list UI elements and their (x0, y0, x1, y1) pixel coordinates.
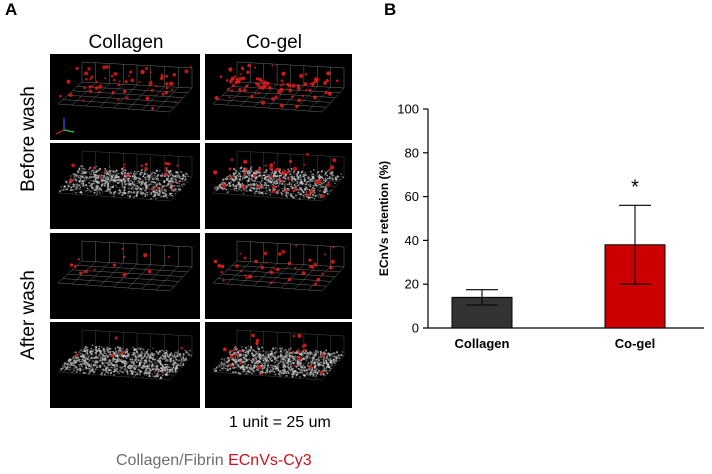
error-bar (466, 289, 498, 306)
retention-bar-chart: 0 20 40 60 80 100 ECnVs retention (%) Collagen C… (377, 102, 704, 351)
significance-asterisk: * (631, 176, 639, 198)
panel-b-label: B (384, 0, 397, 19)
image-collagen-before-wash-2 (50, 143, 200, 229)
error-bar (619, 204, 651, 285)
x-tick-label: Co-gel (615, 336, 655, 351)
image-cogel-after-wash-1 (205, 233, 352, 319)
image-cogel-after-wash-2 (205, 322, 352, 408)
image-cogel-before-wash-2 (205, 143, 352, 229)
row-label-after-wash: After wash (18, 270, 39, 360)
legend-collagen-fibrin: Collagen/Fibrin (116, 452, 224, 469)
image-collagen-after-wash-2 (50, 322, 200, 408)
y-tick-label: 80 (405, 145, 419, 160)
scale-note: 1 unit = 25 um (229, 414, 331, 431)
image-collagen-before-wash-1 (50, 54, 200, 140)
y-tick-label: 40 (405, 233, 419, 248)
x-tick-label: Collagen (455, 336, 510, 351)
y-tick-label: 60 (405, 189, 419, 204)
y-axis-label: ECnVs retention (%) (377, 161, 391, 276)
image-cogel-before-wash-1 (205, 54, 352, 140)
y-tick-label: 100 (397, 102, 419, 117)
column-header-collagen: Collagen (88, 32, 164, 53)
column-header-cogel: Co-gel (246, 32, 302, 53)
panel-a-label: A (5, 0, 18, 19)
y-tick-label: 20 (405, 277, 419, 292)
y-tick-label: 0 (412, 321, 419, 336)
legend-ecnvs-cy3: ECnVs-Cy3 (228, 452, 312, 469)
channel-legend: Collagen/Fibrin ECnVs-Cy3 (116, 452, 312, 470)
image-collagen-after-wash-1 (50, 233, 200, 319)
row-label-before-wash: Before wash (18, 86, 39, 192)
